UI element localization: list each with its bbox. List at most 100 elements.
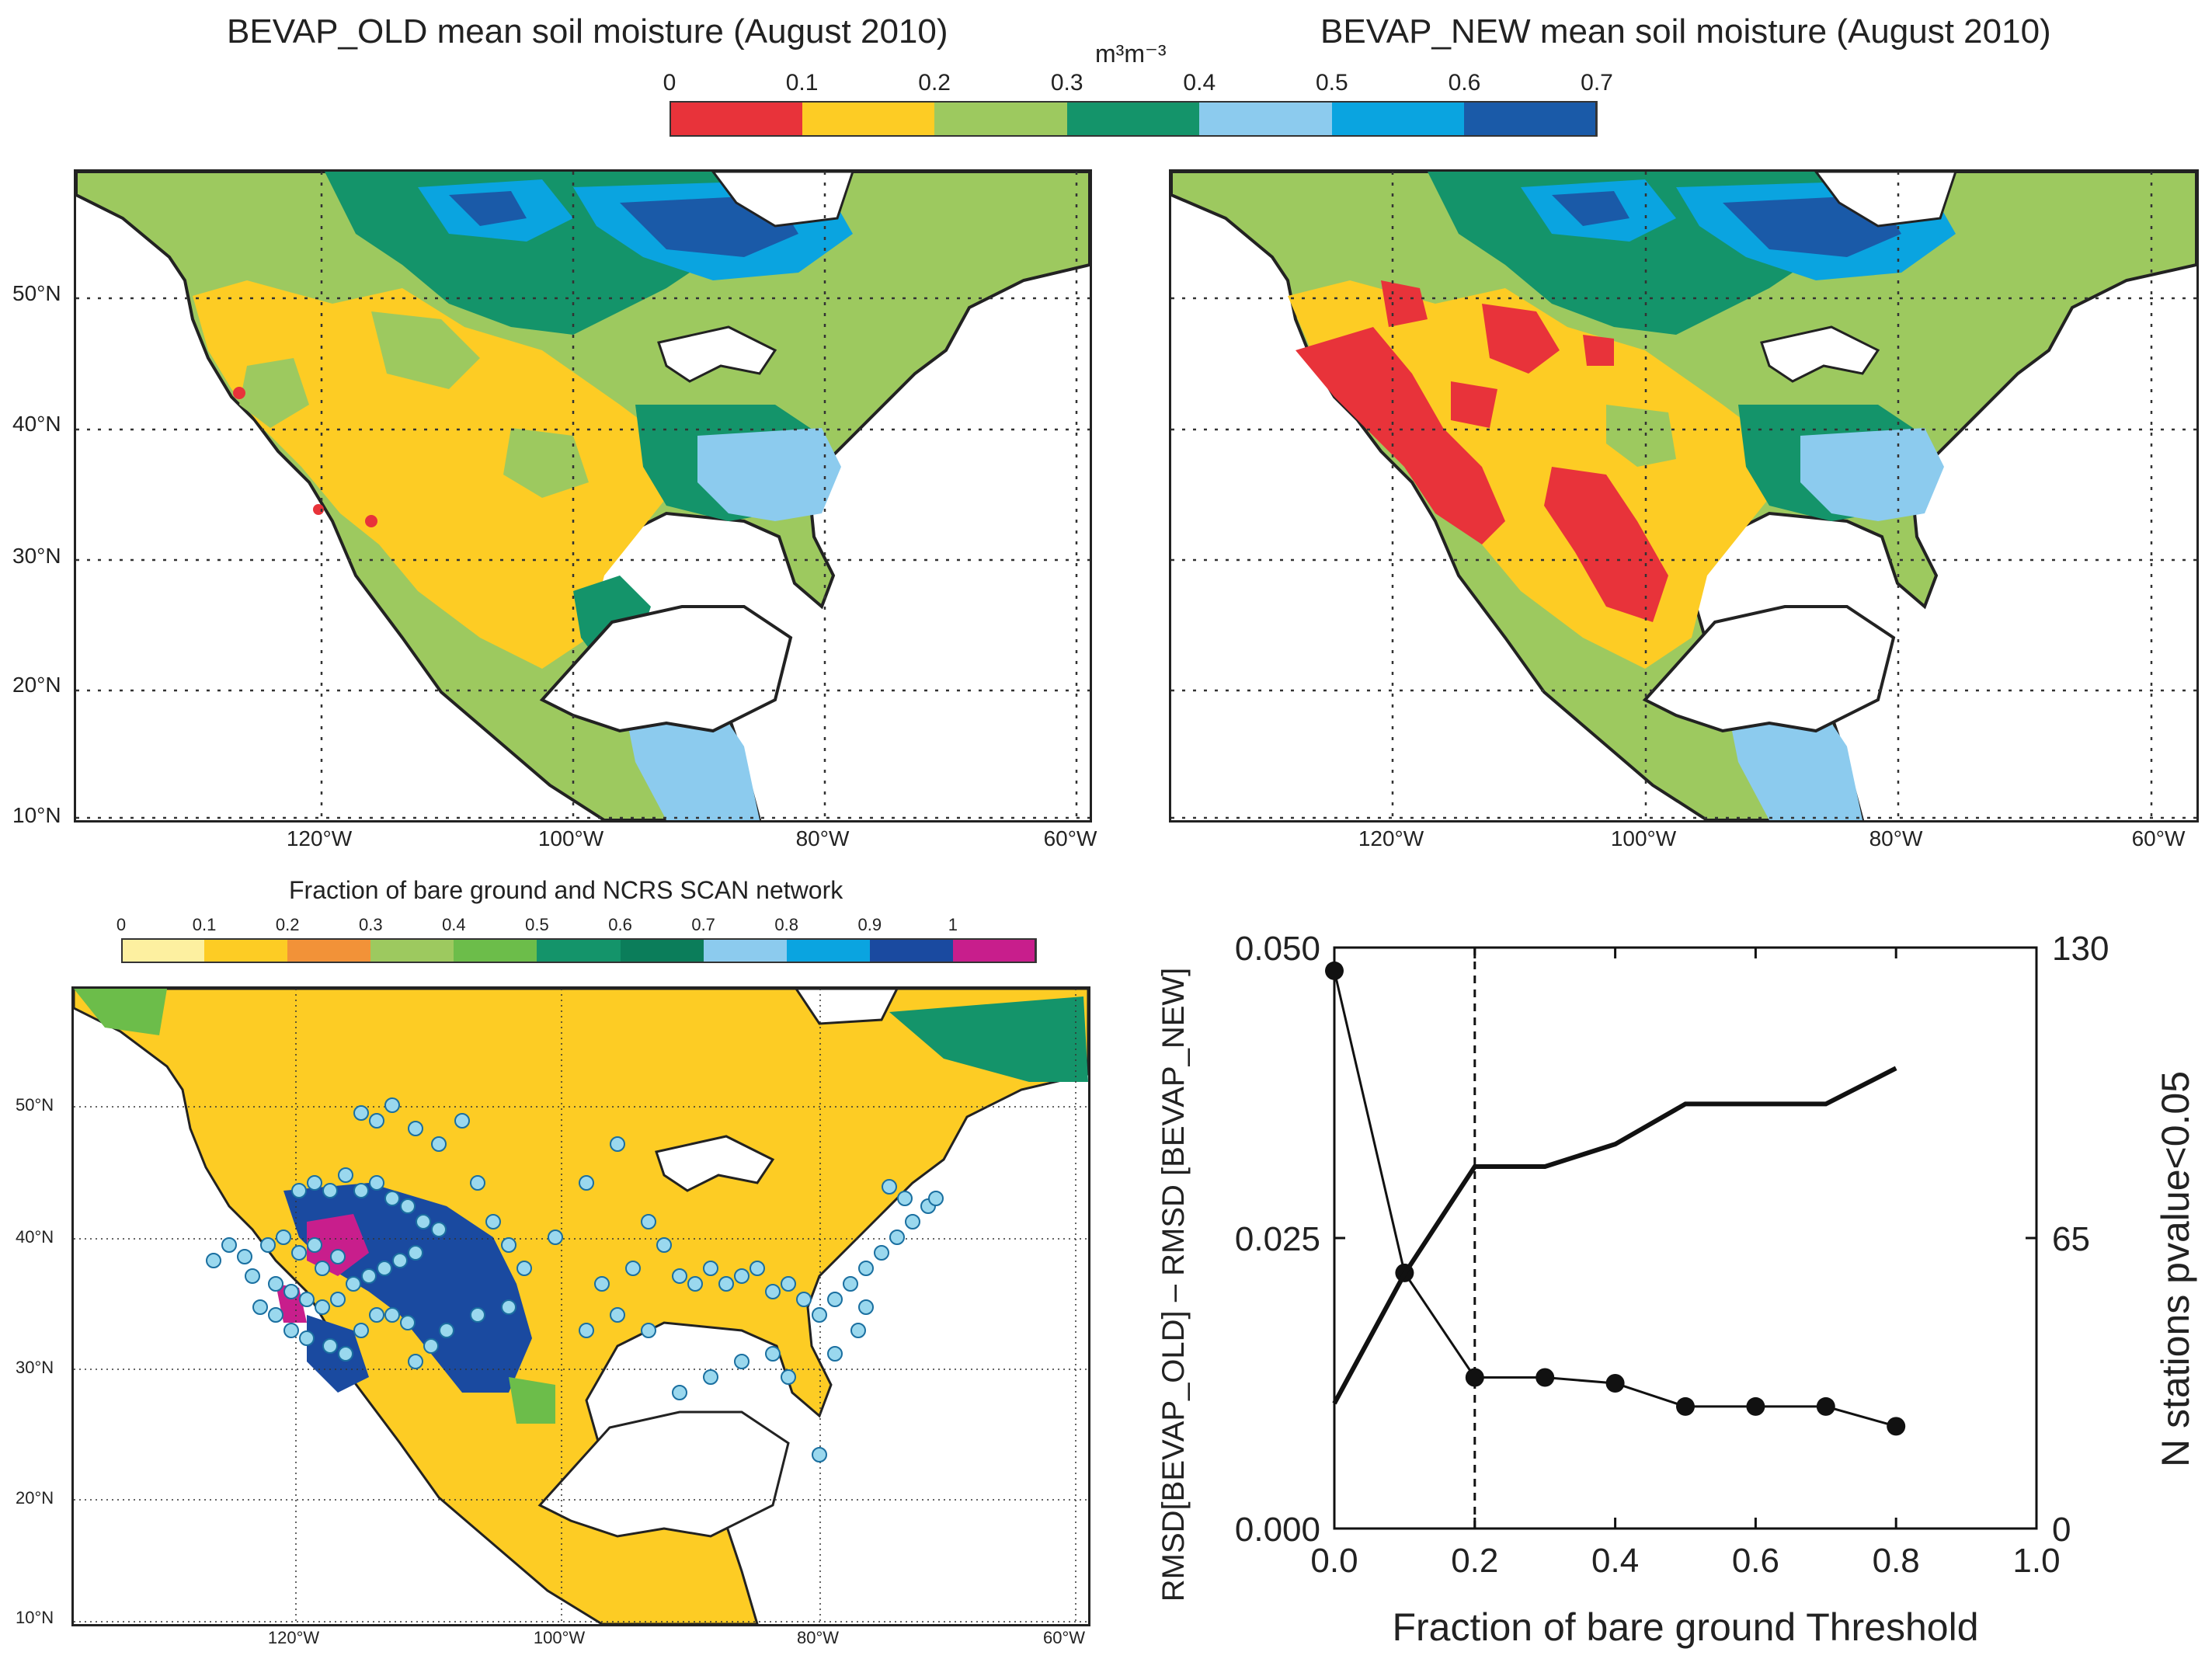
scan-station-marker bbox=[307, 1237, 322, 1253]
y2-tick-label: 130 bbox=[2052, 930, 2109, 968]
scan-station-marker bbox=[408, 1245, 423, 1261]
scan-station-marker bbox=[812, 1447, 827, 1462]
colorbar-tick-label: 0.3 bbox=[1050, 70, 1083, 96]
dry-spot bbox=[233, 387, 245, 399]
lon-label: 120°W bbox=[267, 1628, 320, 1647]
scan-station-marker bbox=[384, 1307, 400, 1323]
colorbar-tick-label: 0.5 bbox=[525, 915, 549, 934]
scan-station-marker bbox=[245, 1268, 260, 1284]
lon-label: 100°W bbox=[1610, 826, 1677, 850]
scan-station-marker bbox=[672, 1268, 687, 1284]
scan-station-marker bbox=[369, 1113, 384, 1129]
saturated-region bbox=[449, 191, 527, 226]
y-tick-label: 0.000 bbox=[1235, 1511, 1320, 1549]
data-point bbox=[1465, 1368, 1484, 1387]
very-dry-region bbox=[1482, 304, 1560, 374]
scan-station-marker bbox=[470, 1307, 485, 1323]
scan-station-marker bbox=[423, 1338, 439, 1354]
scan-station-marker bbox=[610, 1307, 625, 1323]
moisture-colorbar: 0 0.1 0.2 0.3 0.4 0.5 0.6 0.7 bbox=[663, 70, 1613, 137]
lat-label: 40°N bbox=[16, 1227, 54, 1247]
scan-station-marker bbox=[408, 1354, 423, 1369]
scan-station-marker bbox=[594, 1276, 610, 1292]
colorbar-segment bbox=[1066, 101, 1201, 137]
scan-station-marker bbox=[579, 1323, 594, 1338]
hudson-bay bbox=[1814, 172, 1957, 228]
scan-station-marker bbox=[485, 1214, 501, 1229]
hudson-bay bbox=[795, 989, 899, 1025]
scan-station-marker bbox=[338, 1167, 353, 1183]
scan-station-marker bbox=[858, 1261, 874, 1276]
scan-station-marker bbox=[315, 1299, 330, 1315]
scan-station-marker bbox=[330, 1249, 346, 1264]
scan-station-marker bbox=[501, 1237, 516, 1253]
scan-station-marker bbox=[384, 1097, 400, 1113]
scan-station-marker bbox=[548, 1229, 563, 1245]
scan-station-marker bbox=[408, 1121, 423, 1136]
series-line bbox=[1332, 1066, 1897, 1405]
lat-label: 20°N bbox=[16, 1488, 54, 1508]
gulf-of-mexico bbox=[537, 1410, 790, 1538]
colorbar-segment bbox=[454, 938, 538, 963]
hudson-bay bbox=[711, 172, 854, 228]
scan-station-marker bbox=[858, 1299, 874, 1315]
scan-station-marker bbox=[268, 1307, 283, 1323]
scan-station-marker bbox=[439, 1323, 454, 1338]
scan-station-marker bbox=[734, 1354, 750, 1369]
y-tick-label: 0.025 bbox=[1235, 1220, 1320, 1258]
scan-station-marker bbox=[400, 1198, 416, 1214]
scan-station-marker bbox=[656, 1237, 672, 1253]
scan-station-marker bbox=[400, 1315, 416, 1330]
scan-station-marker bbox=[338, 1346, 353, 1362]
lon-label: 100°W bbox=[537, 826, 604, 850]
great-lakes bbox=[1760, 325, 1880, 383]
scan-station-marker bbox=[827, 1346, 843, 1362]
lon-label: 60°W bbox=[1042, 1628, 1086, 1647]
scan-station-marker bbox=[322, 1183, 338, 1198]
bare-ground-colorbar: 0 0.1 0.2 0.3 0.4 0.5 0.6 0.7 0.8 0.9 1 bbox=[117, 915, 1038, 963]
green-patch bbox=[371, 311, 480, 389]
scan-station-marker bbox=[346, 1276, 361, 1292]
colorbar-segment bbox=[1464, 101, 1598, 137]
scan-station-marker bbox=[431, 1222, 447, 1237]
x-tick-label: 0.6 bbox=[1732, 1542, 1779, 1580]
vegetated-region bbox=[74, 989, 167, 1035]
gulf-of-mexico bbox=[539, 605, 793, 733]
scan-station-marker bbox=[377, 1261, 392, 1276]
x-tick-label: 0.2 bbox=[1451, 1542, 1498, 1580]
very-dry-region bbox=[1544, 467, 1668, 622]
scan-station-marker bbox=[384, 1191, 400, 1206]
scan-station-marker bbox=[672, 1385, 687, 1400]
bare-ground-title: Fraction of bare ground and NCRS SCAN ne… bbox=[289, 876, 843, 904]
colorbar-segment bbox=[703, 938, 788, 963]
lon-label: 80°W bbox=[795, 826, 850, 850]
scan-station-marker bbox=[905, 1214, 920, 1229]
colorbar-tick-label: 0.1 bbox=[192, 915, 217, 934]
scan-station-marker bbox=[827, 1292, 843, 1307]
scan-station-marker bbox=[641, 1323, 656, 1338]
scan-station-marker bbox=[501, 1299, 516, 1315]
y2-tick-label: 65 bbox=[2052, 1220, 2090, 1258]
scan-station-marker bbox=[781, 1369, 796, 1385]
scan-station-marker bbox=[625, 1261, 641, 1276]
scan-station-marker bbox=[283, 1323, 299, 1338]
moist-region bbox=[1800, 428, 1944, 521]
lon-label: 120°W bbox=[1358, 826, 1424, 850]
lon-label: 120°W bbox=[286, 826, 353, 850]
colorbar-segment bbox=[620, 938, 705, 963]
data-point bbox=[1746, 1396, 1765, 1416]
scan-station-marker bbox=[206, 1253, 221, 1268]
colorbar-tick-label: 0.9 bbox=[857, 915, 882, 934]
scan-station-marker bbox=[237, 1249, 252, 1264]
scan-station-marker bbox=[874, 1245, 889, 1261]
colorbar-segment bbox=[934, 101, 1069, 137]
new-moisture-map-graphic bbox=[1171, 172, 2196, 820]
colorbar-tick-label: 0.4 bbox=[442, 915, 466, 934]
colorbar-segment bbox=[1199, 101, 1334, 137]
colorbar-segment bbox=[786, 938, 871, 963]
data-point bbox=[1676, 1396, 1695, 1416]
y2-axis-label: N stations pvalue<0.05 bbox=[2154, 1071, 2197, 1467]
plot-frame bbox=[1333, 946, 2038, 1530]
colorbar-tick-label: 0.5 bbox=[1315, 70, 1348, 96]
gulf-of-mexico bbox=[1642, 605, 1896, 733]
